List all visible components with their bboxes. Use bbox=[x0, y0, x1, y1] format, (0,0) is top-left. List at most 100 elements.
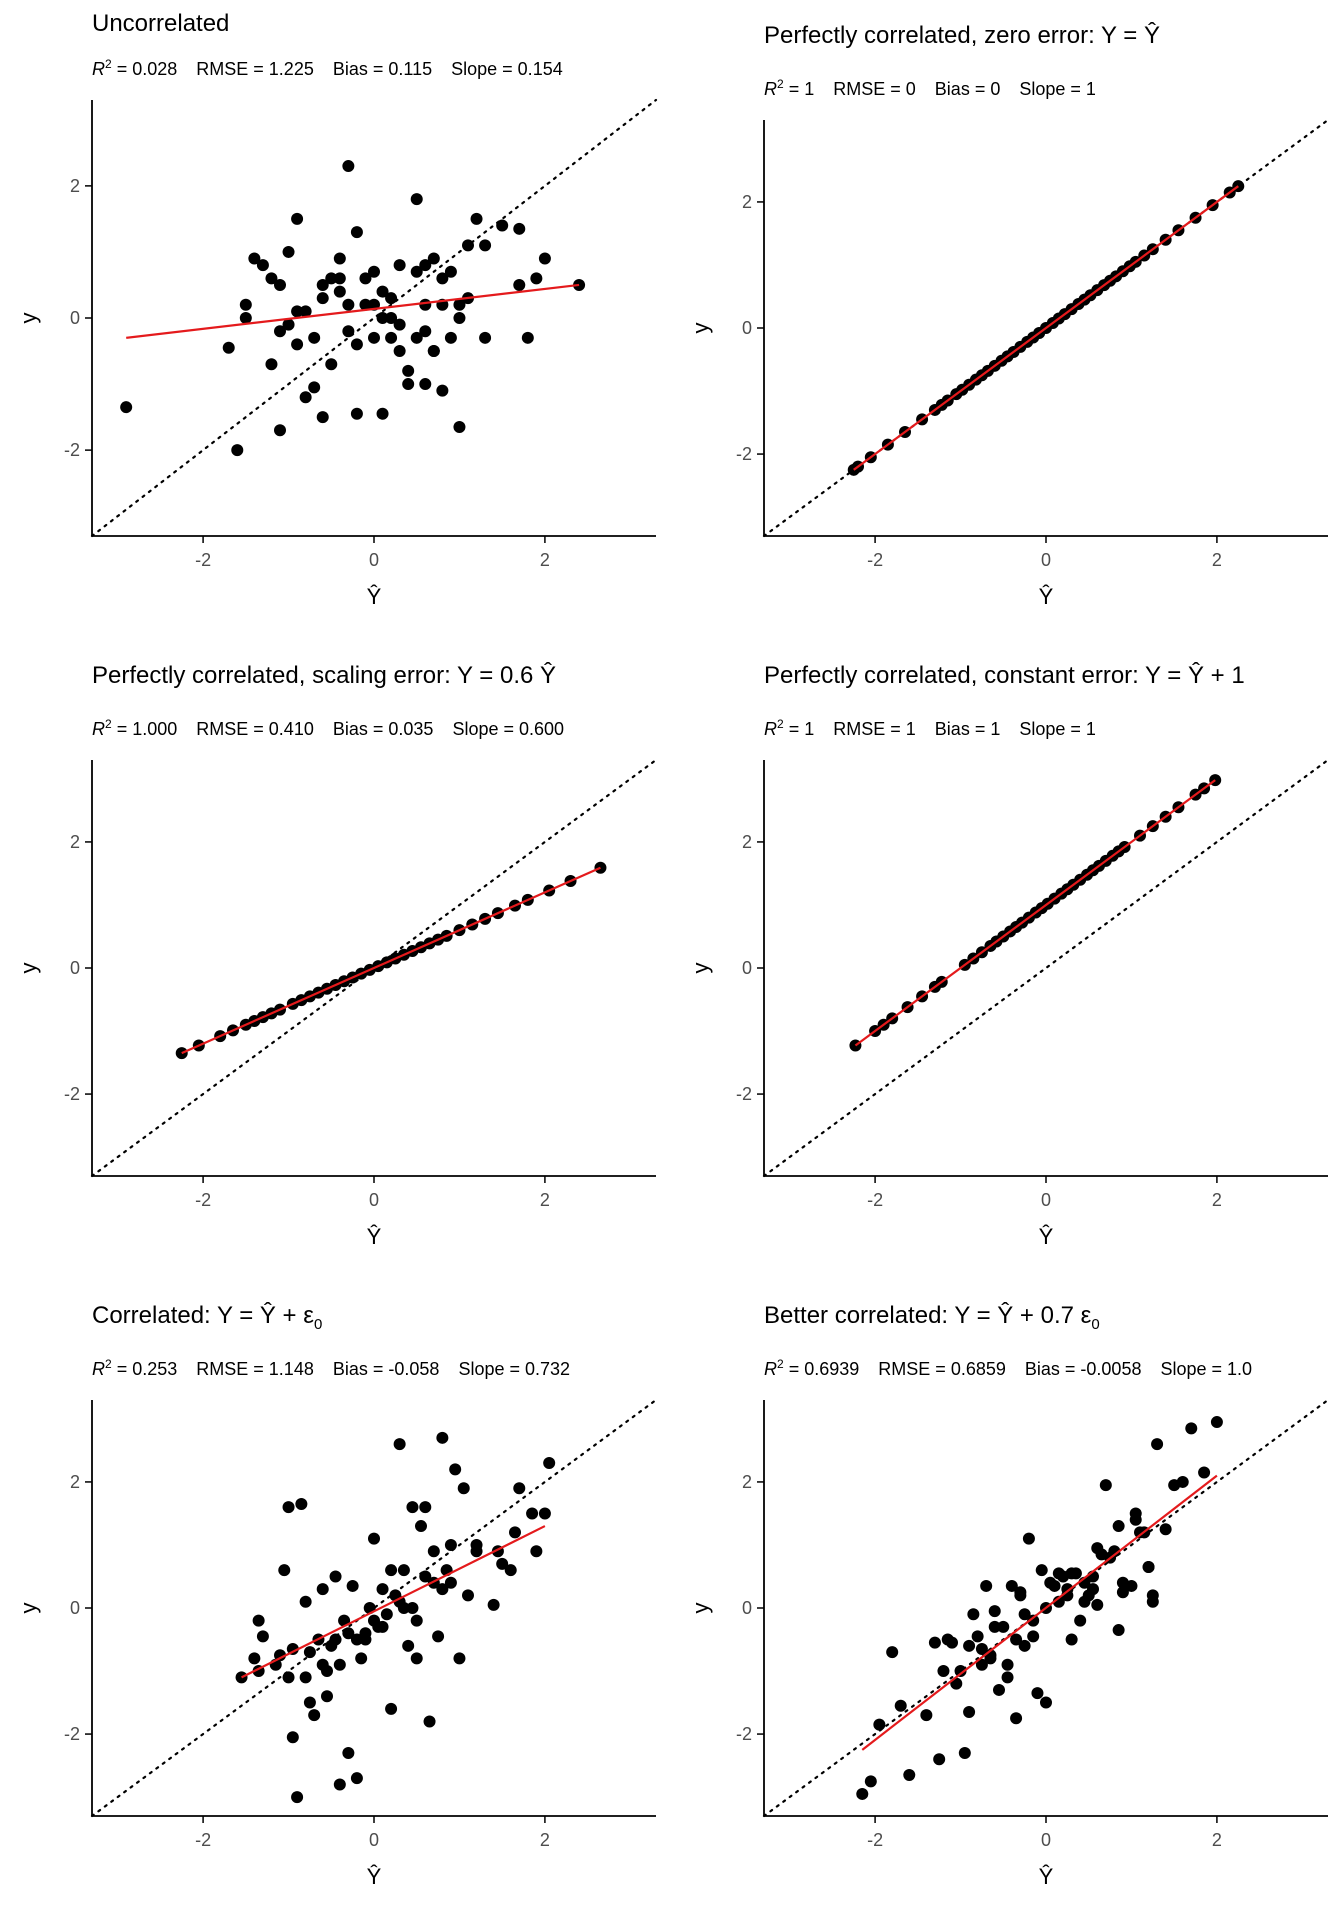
data-point bbox=[903, 1769, 916, 1782]
data-point bbox=[436, 384, 449, 397]
data-point bbox=[419, 1501, 432, 1514]
data-point bbox=[316, 1583, 329, 1596]
chart-stats: R2 = 1 RMSE = 1 Bias = 1 Slope = 1 bbox=[764, 717, 1110, 740]
data-point bbox=[479, 331, 492, 344]
data-point bbox=[355, 1652, 368, 1665]
data-point bbox=[1018, 1639, 1031, 1652]
x-tick-label: 0 bbox=[1041, 1830, 1051, 1850]
data-point bbox=[299, 1595, 312, 1608]
data-point bbox=[997, 1620, 1010, 1633]
y-tick-label: 0 bbox=[742, 318, 752, 338]
data-point bbox=[235, 1671, 248, 1684]
data-point bbox=[278, 1564, 291, 1577]
identity-line bbox=[762, 1398, 1330, 1818]
data-point bbox=[376, 1620, 389, 1633]
data-point bbox=[980, 1579, 993, 1592]
data-point bbox=[350, 226, 363, 239]
chart-stats: R2 = 1.000 RMSE = 0.410 Bias = 0.035 Slo… bbox=[92, 717, 578, 740]
data-point bbox=[402, 1639, 415, 1652]
data-point bbox=[239, 312, 252, 324]
fit-line bbox=[854, 779, 1216, 1047]
data-point bbox=[470, 212, 483, 225]
stat-slope: Slope = 1.0 bbox=[1160, 1359, 1253, 1379]
stat-rmse: RMSE = 0.6859 bbox=[878, 1359, 1006, 1379]
data-point bbox=[1129, 1507, 1142, 1520]
data-point bbox=[436, 1583, 449, 1596]
data-point bbox=[325, 272, 338, 285]
data-point bbox=[368, 331, 380, 344]
data-point bbox=[958, 1746, 971, 1759]
data-point bbox=[410, 1614, 423, 1627]
data-point bbox=[427, 252, 440, 265]
data-point bbox=[286, 1731, 299, 1744]
data-point bbox=[303, 1646, 316, 1659]
x-tick-label: 0 bbox=[1041, 550, 1051, 570]
data-point bbox=[120, 401, 133, 414]
panel-scaling-error: Perfectly correlated, scaling error: Y =… bbox=[0, 640, 672, 1280]
stat-rmse: RMSE = 1 bbox=[833, 719, 916, 739]
x-axis-title: Ŷ bbox=[367, 1224, 382, 1249]
data-point bbox=[1022, 1532, 1035, 1545]
data-point bbox=[1005, 1579, 1018, 1592]
data-point bbox=[397, 1564, 410, 1577]
data-point bbox=[380, 1608, 393, 1621]
scatter-plot: -2 0 2 -2 0 2 Ŷy bbox=[688, 1398, 1330, 1889]
data-point bbox=[521, 331, 534, 344]
data-point bbox=[1116, 1576, 1129, 1589]
data-point bbox=[410, 331, 423, 344]
data-point bbox=[436, 272, 449, 285]
data-point bbox=[376, 1583, 389, 1596]
data-point bbox=[928, 1636, 941, 1649]
data-point bbox=[385, 312, 398, 324]
data-point bbox=[886, 1646, 899, 1659]
data-point bbox=[427, 1545, 440, 1558]
data-point bbox=[350, 407, 363, 420]
data-point bbox=[393, 345, 406, 358]
data-point bbox=[1052, 1595, 1065, 1608]
y-tick-label: 2 bbox=[742, 192, 752, 212]
data-point bbox=[316, 1658, 329, 1671]
data-point bbox=[530, 1545, 543, 1558]
chart-stats: R2 = 0.6939 RMSE = 0.6859 Bias = -0.0058… bbox=[764, 1357, 1266, 1380]
data-point bbox=[504, 1564, 517, 1577]
data-point bbox=[1087, 1583, 1099, 1596]
scatter-plot: -2 0 2 -2 0 2 Ŷy bbox=[16, 758, 658, 1249]
data-point bbox=[971, 1630, 984, 1643]
data-point bbox=[385, 1702, 398, 1715]
data-point bbox=[333, 1658, 346, 1671]
data-point bbox=[864, 1775, 877, 1788]
data-point bbox=[1142, 1561, 1155, 1574]
y-tick-label: 2 bbox=[742, 832, 752, 852]
x-tick-label: -2 bbox=[195, 1830, 211, 1850]
data-point bbox=[342, 298, 355, 311]
data-point bbox=[256, 1630, 269, 1643]
data-point bbox=[946, 1636, 958, 1649]
y-tick-label: 2 bbox=[70, 1472, 80, 1492]
data-point bbox=[248, 1652, 261, 1665]
y-tick-label: 0 bbox=[70, 1598, 80, 1618]
data-point bbox=[316, 292, 329, 305]
data-point bbox=[1116, 1586, 1129, 1599]
data-point bbox=[1112, 1520, 1125, 1533]
data-point bbox=[1061, 1583, 1074, 1596]
data-point bbox=[333, 285, 346, 298]
data-point bbox=[1091, 1598, 1104, 1611]
data-point bbox=[316, 411, 329, 424]
data-point bbox=[308, 381, 321, 394]
y-tick-label: -2 bbox=[736, 444, 752, 464]
chart-title: Uncorrelated bbox=[92, 10, 230, 37]
stat-r2: R2 = 0.028 bbox=[92, 57, 178, 79]
data-point bbox=[526, 1507, 539, 1520]
scatter-plot: -2 0 2 -2 0 2 Ŷy bbox=[16, 98, 658, 609]
chart-title: Better correlated: Y = Ŷ + 0.7 ε0 bbox=[764, 1302, 1100, 1333]
chart-title: Correlated: Y = Ŷ + ε0 bbox=[92, 1302, 323, 1333]
data-point bbox=[894, 1699, 907, 1712]
stat-bias: Bias = -0.0058 bbox=[1024, 1359, 1142, 1379]
stat-r2: R2 = 1 bbox=[764, 717, 815, 739]
data-point bbox=[513, 1482, 526, 1495]
y-axis-title: y bbox=[688, 1603, 713, 1614]
data-point bbox=[350, 1772, 363, 1785]
data-point bbox=[282, 245, 295, 258]
data-point bbox=[329, 1633, 342, 1646]
stat-rmse: RMSE = 0.410 bbox=[196, 719, 314, 739]
